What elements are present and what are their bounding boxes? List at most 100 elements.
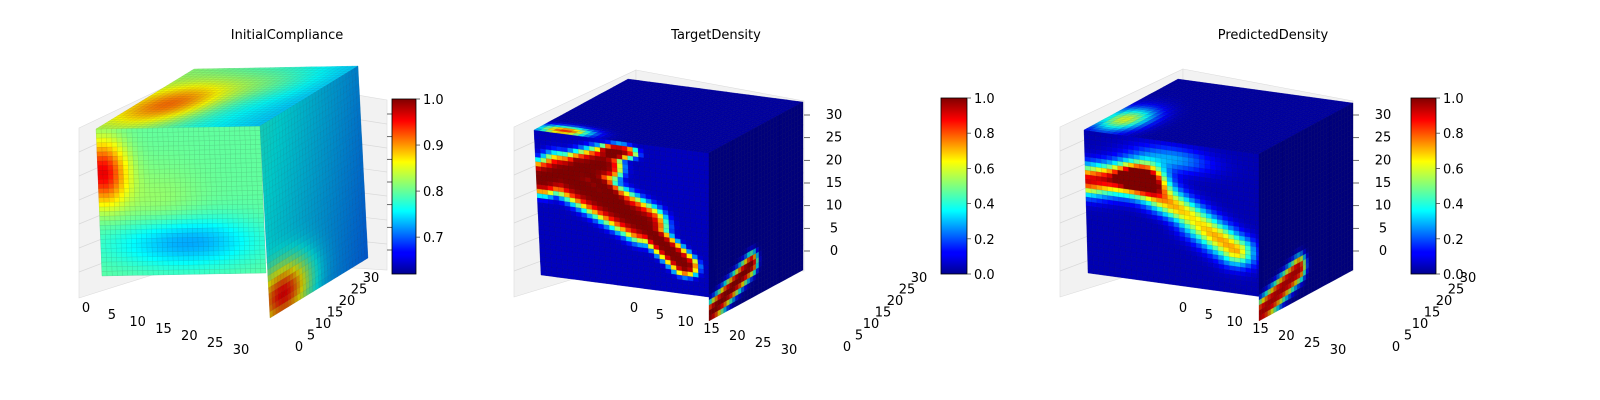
voxel-front	[225, 158, 231, 164]
voxel-front	[546, 270, 553, 277]
voxel-front	[647, 225, 654, 232]
panel-title: InitialCompliance	[231, 28, 344, 43]
voxel-front	[114, 201, 120, 207]
voxel-front	[573, 265, 579, 272]
voxel-front	[240, 144, 246, 150]
voxel-front	[678, 198, 685, 204]
voxel-front	[152, 127, 158, 133]
voxel-front	[248, 236, 255, 242]
voxel-front	[234, 268, 241, 274]
voxel-front	[149, 187, 156, 193]
voxel-front	[141, 252, 148, 258]
voxel-front	[100, 234, 106, 240]
voxel-front	[174, 182, 181, 188]
voxel-front	[552, 172, 559, 179]
voxel-front	[154, 187, 161, 193]
voxel-front	[167, 242, 173, 248]
voxel-front	[124, 210, 131, 216]
voxel-front	[561, 137, 568, 144]
voxel-front	[105, 243, 112, 249]
voxel-front	[229, 130, 235, 136]
voxel-front	[130, 220, 136, 226]
voxel-front	[697, 250, 704, 256]
voxel-front	[693, 281, 700, 288]
voxel-front	[653, 235, 660, 242]
voxel-front	[146, 238, 153, 244]
voxel-front	[192, 237, 199, 243]
voxel-front	[244, 240, 250, 246]
voxel-front	[162, 136, 169, 142]
voxel-front	[201, 200, 207, 206]
voxel-front	[171, 223, 178, 229]
voxel-front	[537, 206, 544, 213]
voxel-front	[170, 187, 176, 193]
voxel-front	[106, 146, 113, 152]
voxel-front	[116, 257, 123, 263]
voxel-front	[201, 204, 208, 210]
voxel-front	[195, 177, 201, 183]
voxel-front	[656, 190, 663, 197]
voxel-front	[110, 248, 117, 253]
voxel-front	[671, 170, 678, 177]
voxel-front	[119, 211, 126, 217]
voxel-front	[177, 233, 183, 238]
voxel-front	[188, 145, 195, 151]
voxel-front	[648, 252, 655, 259]
voxel-front	[611, 266, 618, 272]
voxel-front	[112, 156, 118, 162]
voxel-front	[106, 257, 112, 263]
voxel-front	[163, 141, 169, 147]
voxel-front	[172, 127, 179, 133]
voxel-front	[114, 197, 120, 203]
voxel-front	[222, 227, 229, 233]
voxel-front	[210, 168, 216, 174]
voxel-front	[187, 242, 194, 247]
voxel-front	[157, 260, 164, 266]
voxel-front	[253, 231, 260, 237]
voxel-front	[196, 205, 203, 211]
voxel-front	[216, 186, 222, 192]
voxel-front	[560, 227, 567, 234]
voxel-front	[244, 259, 251, 265]
voxel-front	[116, 142, 123, 148]
voxel-front	[197, 241, 204, 247]
voxel-front	[144, 192, 151, 198]
voxel-front	[101, 133, 107, 139]
voxel-front	[249, 254, 256, 260]
voxel-front	[229, 255, 235, 261]
voxel-front	[203, 260, 210, 266]
voxel-front	[222, 218, 229, 224]
voxel-front	[138, 178, 145, 184]
voxel-front	[163, 150, 170, 156]
voxel-front	[244, 250, 251, 256]
voxel-front	[182, 127, 189, 133]
voxel-front	[246, 171, 252, 177]
voxel-front	[158, 155, 165, 161]
voxel-front	[219, 140, 226, 146]
voxel-front	[194, 149, 200, 155]
voxel-front	[600, 278, 607, 284]
voxel-front	[159, 168, 165, 174]
voxel-front	[167, 260, 174, 266]
voxel-front	[161, 224, 167, 230]
voxel-front	[137, 150, 144, 156]
voxel-front	[121, 252, 128, 258]
voxel-front	[247, 204, 254, 210]
voxel-front	[142, 256, 148, 262]
voxel-front	[117, 270, 123, 276]
voxel-front	[105, 238, 112, 244]
voxel-front	[593, 232, 600, 238]
voxel-front	[606, 179, 613, 186]
voxel-front	[229, 126, 235, 132]
voxel-front	[125, 224, 132, 230]
voxel-front	[184, 173, 191, 179]
voxel-front	[193, 255, 199, 261]
voxel-front	[609, 238, 616, 245]
voxel-front	[226, 199, 233, 205]
voxel-front	[121, 266, 128, 272]
voxel-front	[639, 283, 646, 289]
voxel-front	[166, 219, 172, 225]
voxel-front	[110, 243, 117, 249]
voxel-front	[250, 263, 256, 269]
